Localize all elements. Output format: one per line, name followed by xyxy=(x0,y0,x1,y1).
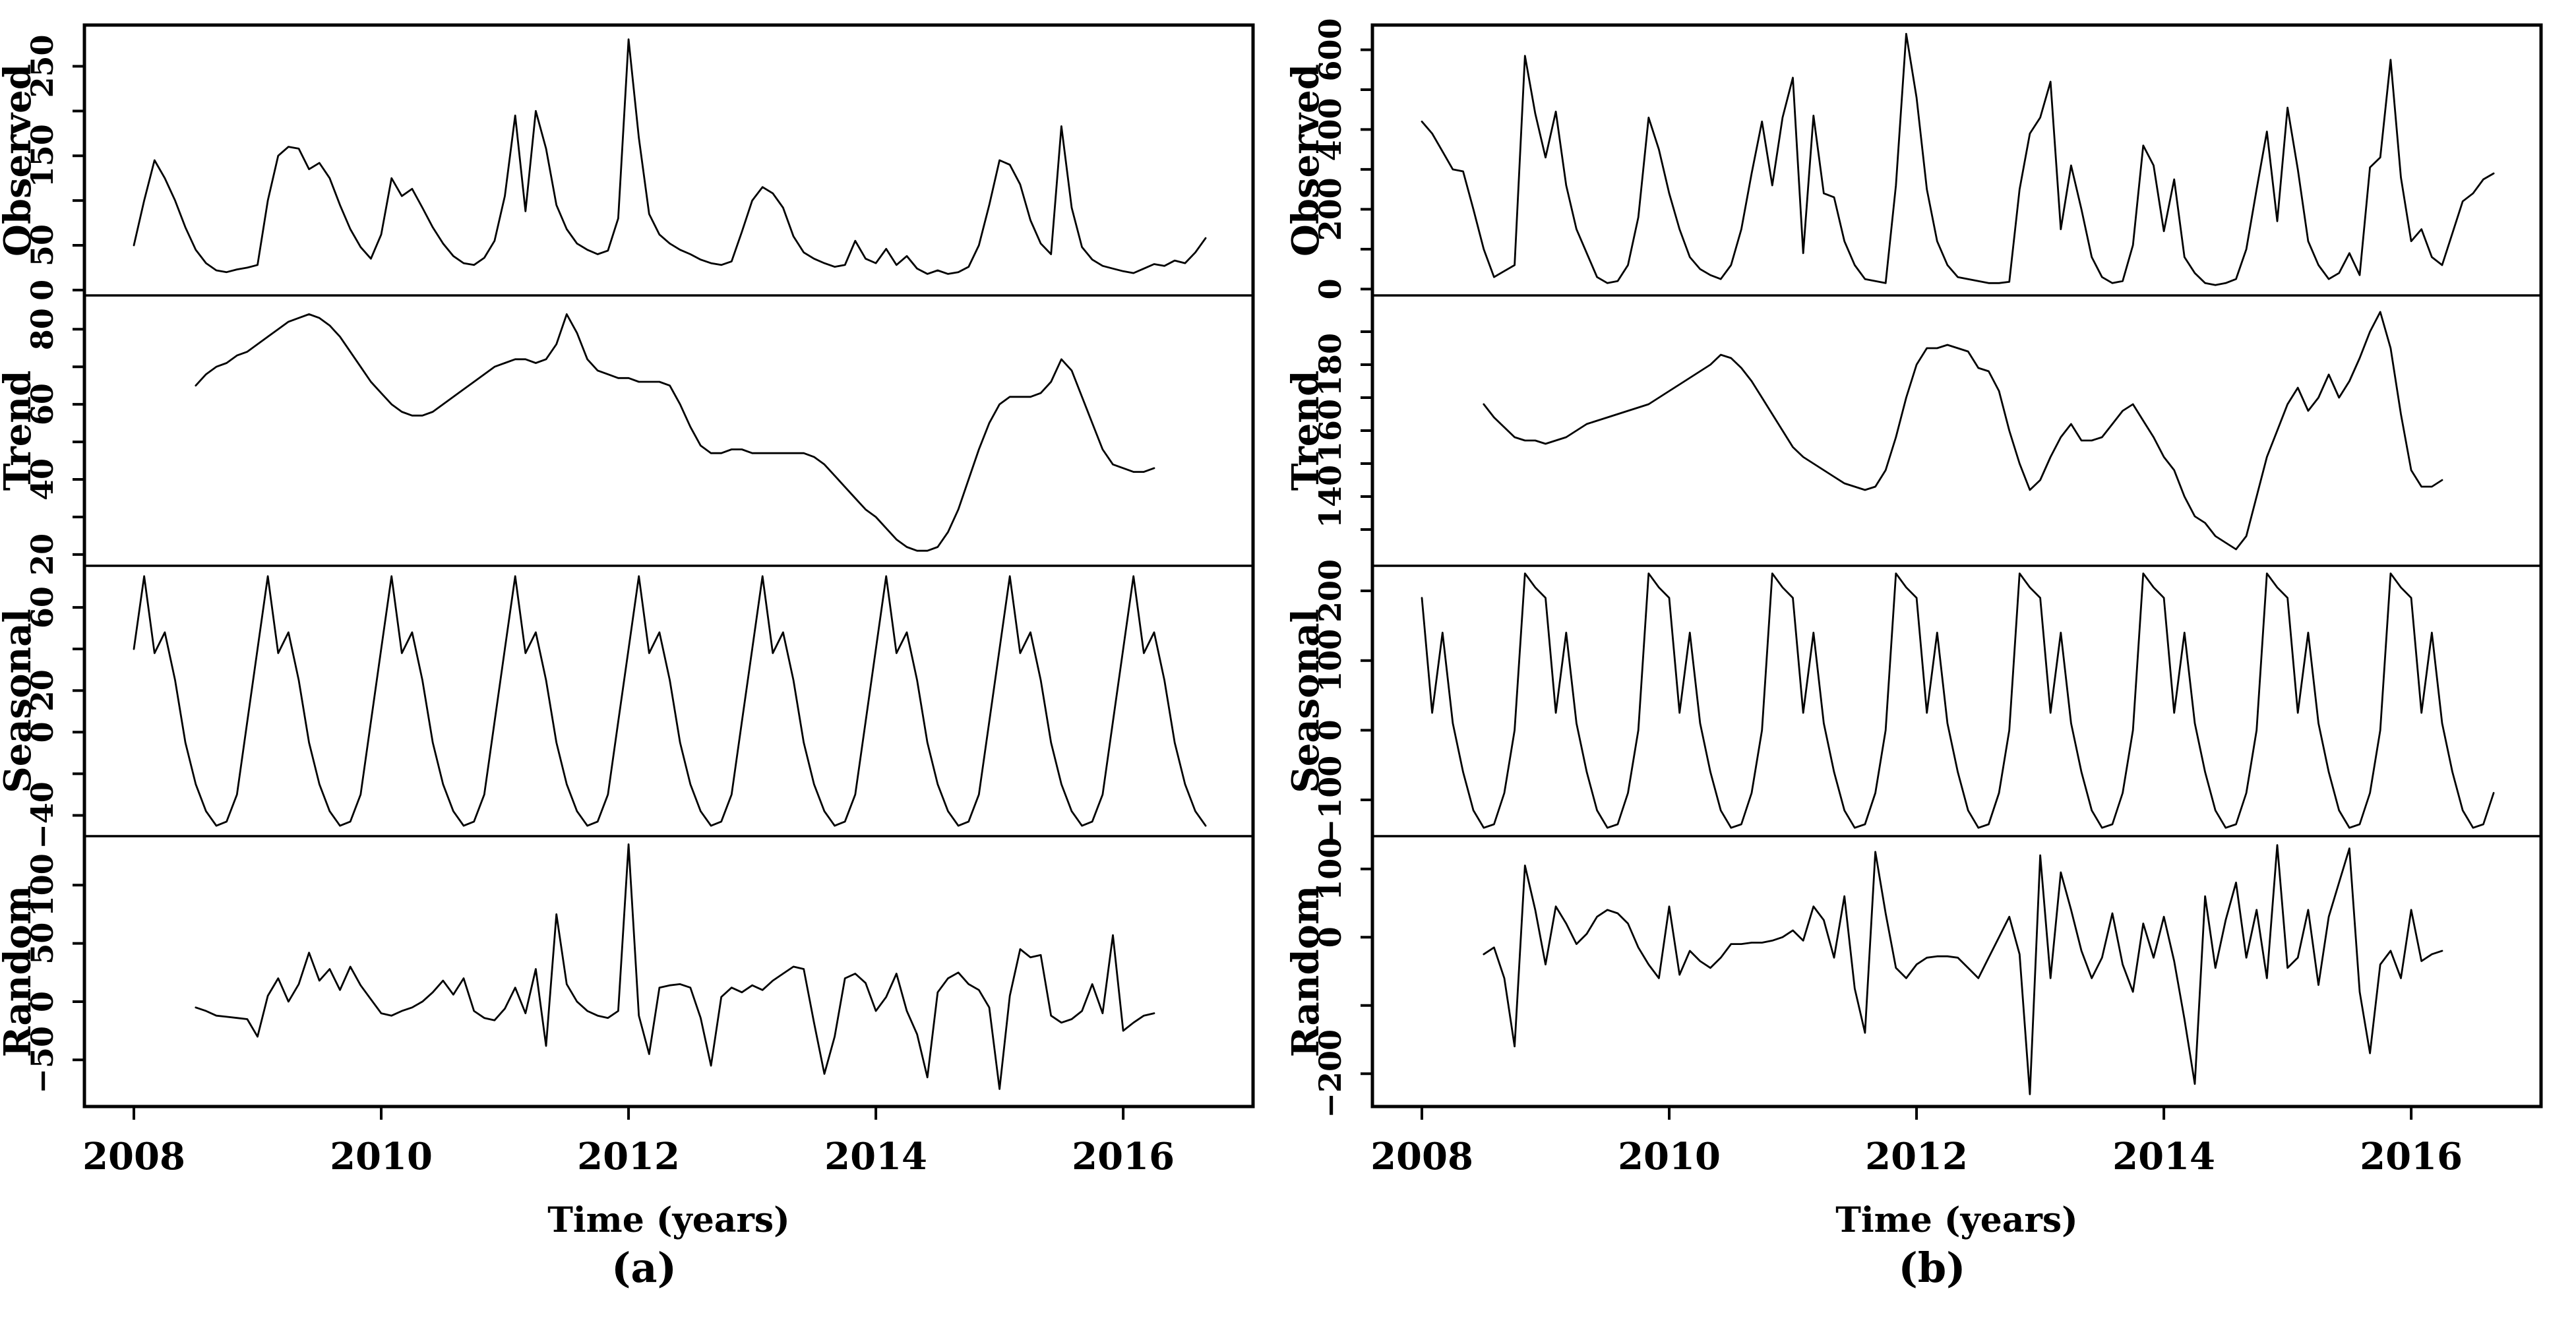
y-tick-label: 80 xyxy=(24,308,60,350)
y-tick-label: −100 xyxy=(1312,756,1348,845)
y-tick-label: 180 xyxy=(1312,333,1348,396)
x-tick-label: 2016 xyxy=(2360,1135,2463,1178)
x-tick-label: 2012 xyxy=(577,1135,680,1178)
y-tick-label: 0 xyxy=(1312,719,1348,741)
panel-title-trend: Trend xyxy=(1288,371,1328,491)
y-tick-label: 100 xyxy=(24,853,60,917)
x-tick-label: 2008 xyxy=(82,1135,185,1178)
y-tick-label: 250 xyxy=(24,34,60,98)
series-line-trend xyxy=(195,313,1155,552)
x-axis-title: Time (years) xyxy=(1835,1200,2078,1240)
figure-a-chart: 0 50 150 250 Observed 20 40 60 80 Trend −40 0 20 60 Se… xyxy=(0,0,1288,1253)
y-tick-label: 150 xyxy=(24,124,60,187)
figure-a: 0 50 150 250 Observed 20 40 60 80 Trend −40 0 20 60 Se… xyxy=(0,0,1288,1292)
series-line-random xyxy=(195,843,1155,1090)
series-line-seasonal xyxy=(1421,572,2495,829)
figure-b: 0 200 400 600 Observed 140 160 180 Trend −100 0 100… xyxy=(1288,0,2576,1336)
series-line-observed xyxy=(133,38,1207,275)
y-tick-label: 50 xyxy=(24,923,60,965)
panel-title-observed: Observed xyxy=(0,64,40,257)
y-tick-label: 160 xyxy=(1312,399,1348,462)
y-tick-label: 60 xyxy=(24,383,60,425)
y-tick-label: 60 xyxy=(24,586,60,628)
x-tick-label: 2016 xyxy=(1072,1135,1175,1178)
panel-title-observed: Observed xyxy=(1288,64,1328,257)
y-tick-label: 0 xyxy=(24,991,60,1012)
y-tick-label: 140 xyxy=(1312,465,1348,528)
panel-title-random: Random xyxy=(1288,886,1328,1058)
y-tick-label: 40 xyxy=(24,458,60,501)
figure-b-caption: (b) xyxy=(1898,1244,1966,1292)
y-tick-label: 400 xyxy=(1312,98,1348,161)
x-tick-label: 2010 xyxy=(330,1135,433,1178)
y-tick-label: 200 xyxy=(1312,177,1348,241)
y-tick-label: 200 xyxy=(1312,559,1348,622)
y-tick-label: 0 xyxy=(1312,278,1348,299)
series-line-random xyxy=(1483,844,2443,1095)
y-tick-label: 20 xyxy=(24,533,60,576)
x-tick-label: 2012 xyxy=(1865,1135,1968,1178)
series-line-observed xyxy=(1421,32,2495,286)
panel-title-seasonal: Seasonal xyxy=(0,609,40,793)
x-tick-label: 2008 xyxy=(1370,1135,1473,1178)
x-tick-label: 2014 xyxy=(2112,1135,2215,1178)
y-tick-label: 50 xyxy=(24,224,60,266)
y-tick-label: 0 xyxy=(24,280,60,301)
y-tick-label: 0 xyxy=(24,721,60,743)
y-tick-label: 100 xyxy=(1312,837,1348,901)
y-tick-label: −40 xyxy=(24,781,60,849)
x-tick-label: 2010 xyxy=(1618,1135,1721,1178)
panel-title-trend: Trend xyxy=(0,371,40,491)
decomposition-chart-a: 050150250Observed20406080Trend−4002060Se… xyxy=(0,23,1255,1240)
y-tick-label: −50 xyxy=(24,1026,60,1094)
panel-title-seasonal: Seasonal xyxy=(1288,609,1328,793)
plot-border xyxy=(82,23,1255,1108)
y-tick-label: 100 xyxy=(1312,629,1348,692)
figure-b-chart: 0 200 400 600 Observed 140 160 180 Trend −100 0 100… xyxy=(1288,0,2576,1253)
figure-a-caption: (a) xyxy=(611,1244,677,1292)
plot-border xyxy=(1370,23,2543,1108)
x-axis-title: Time (years) xyxy=(547,1200,790,1240)
y-tick-label: 600 xyxy=(1312,18,1348,81)
panel-title-random: Random xyxy=(0,886,40,1058)
y-tick-label: 20 xyxy=(24,669,60,712)
y-tick-label: 0 xyxy=(1312,926,1348,948)
y-tick-label: −200 xyxy=(1312,1029,1348,1118)
series-line-seasonal xyxy=(133,575,1207,827)
x-tick-label: 2014 xyxy=(824,1135,927,1178)
series-line-trend xyxy=(1483,311,2443,551)
